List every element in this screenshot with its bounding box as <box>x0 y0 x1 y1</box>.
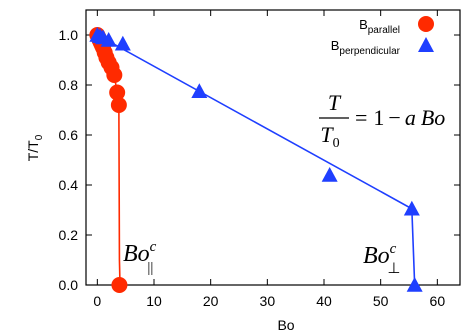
data-point-parallel <box>111 277 128 293</box>
x-tick-label: 30 <box>260 293 276 309</box>
legend-marker-parallel <box>418 16 434 32</box>
data-point-perpendicular <box>403 200 420 216</box>
legend-label-parallel: Bparallel <box>359 17 400 36</box>
data-point-parallel <box>109 84 126 101</box>
equation-denominator: T0 <box>320 122 339 151</box>
y-tick-label: 0.2 <box>59 227 79 243</box>
y-axis-label-main: T/T <box>25 140 41 161</box>
data-point-parallel <box>110 97 127 113</box>
data-point-perpendicular <box>406 277 423 292</box>
data-point-perpendicular <box>100 32 117 47</box>
axis-ticks: 0 10 20 30 40 50 60 0.0 0.2 0.4 0.6 0.8 1.0 <box>59 10 460 309</box>
y-tick-label: 1.0 <box>59 27 79 43</box>
y-axis-label: T/T0 <box>25 134 45 161</box>
legend-marker-perpendicular <box>418 37 434 52</box>
equation-annotation: T T0 = 1− a Bo <box>319 90 445 151</box>
x-tick-label: 20 <box>203 293 219 309</box>
x-tick-label: 50 <box>373 293 389 309</box>
x-tick-label: 10 <box>146 293 162 309</box>
legend-label-perpendicular: Bperpendicular <box>331 38 401 57</box>
x-tick-label: 0 <box>93 293 101 309</box>
data-point-parallel <box>106 67 123 83</box>
bo-perpendicular-label: Boc ⊥ <box>363 241 400 277</box>
y-tick-label: 0.6 <box>59 127 79 143</box>
equation-numerator: T <box>328 90 342 115</box>
y-tick-label: 0.8 <box>59 77 79 93</box>
equation-rhs: = 1− a Bo <box>355 105 445 130</box>
y-axis-label-sub: 0 <box>34 134 45 140</box>
x-tick-label: 40 <box>316 293 332 309</box>
legend: Bparallel Bperpendicular <box>331 16 434 57</box>
x-axis-label: Bo <box>277 317 294 333</box>
data-point-perpendicular <box>114 35 131 51</box>
data-point-perpendicular <box>191 83 208 99</box>
y-tick-label: 0.0 <box>59 277 79 293</box>
data-markers <box>89 27 423 293</box>
plot-frame <box>85 9 461 286</box>
y-tick-label: 0.4 <box>59 177 79 193</box>
bo-parallel-label: Boc || <box>123 239 157 276</box>
x-tick-label: 60 <box>430 293 446 309</box>
data-point-perpendicular <box>321 167 338 182</box>
